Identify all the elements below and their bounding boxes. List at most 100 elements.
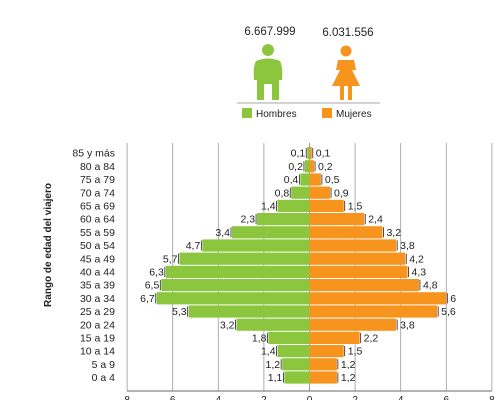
x-tick-label: 4	[216, 395, 222, 400]
value-label-mujeres: 1,5	[348, 201, 363, 213]
value-label-hombres: 2,3	[240, 214, 255, 226]
age-group-label: 75 a 79	[80, 174, 115, 186]
age-group-label: 15 a 19	[80, 333, 115, 345]
value-label-mujeres: 2,4	[368, 214, 383, 226]
bar-hombres	[307, 147, 310, 160]
value-label-hombres: 3,2	[220, 319, 235, 331]
value-label-hombres: 5,7	[163, 253, 178, 265]
bar-mujeres	[309, 252, 406, 265]
bar-hombres	[282, 358, 310, 371]
value-label-hombres: 6,5	[145, 280, 160, 292]
value-label-hombres: 0,1	[291, 148, 306, 160]
value-label-hombres: 1,4	[261, 201, 276, 213]
y-axis-label: Rango de edad del viajero	[43, 183, 54, 307]
value-label-hombres: 4,7	[186, 240, 201, 252]
bar-hombres	[257, 213, 310, 226]
bar-hombres	[236, 318, 310, 331]
x-tick-label: 8	[124, 395, 130, 400]
man-icon-body	[253, 58, 283, 100]
value-label-mujeres: 3,8	[400, 319, 415, 331]
value-label-hombres: 0,8	[275, 187, 290, 199]
bar-mujeres	[309, 331, 360, 344]
age-group-label: 40 a 44	[80, 267, 115, 279]
bar-hombres	[277, 199, 310, 212]
age-group-label: 45 a 49	[80, 253, 115, 265]
value-label-mujeres: 0,2	[318, 161, 333, 173]
value-label-mujeres: 3,8	[400, 240, 415, 252]
bar-hombres	[284, 371, 310, 384]
value-label-mujeres: 4,3	[412, 267, 427, 279]
bar-hombres	[277, 345, 310, 358]
x-tick-label: 4	[398, 395, 404, 400]
man-icon-head	[262, 44, 274, 56]
bar-mujeres	[309, 371, 337, 384]
bar-mujeres	[309, 160, 315, 173]
x-tick-label: 2	[261, 395, 267, 400]
value-label-mujeres: 5,6	[441, 306, 456, 318]
bar-mujeres	[309, 305, 438, 318]
value-label-mujeres: 1,2	[341, 372, 356, 384]
legend-swatch-hombres	[242, 108, 252, 118]
age-group-label: 85 y más	[72, 148, 115, 160]
bar-hombres	[156, 292, 310, 305]
bar-hombres	[291, 186, 310, 199]
bar-mujeres	[309, 279, 419, 292]
bar-hombres	[231, 226, 310, 239]
bar-mujeres	[309, 186, 331, 199]
value-label-mujeres: 1,2	[341, 359, 356, 371]
age-group-label: 35 a 39	[80, 280, 115, 292]
x-tick-label: 6	[444, 395, 450, 400]
value-label-hombres: 1,1	[268, 372, 283, 384]
bar-mujeres	[309, 199, 344, 212]
legend-swatch-mujeres	[322, 108, 332, 118]
bar-mujeres	[309, 213, 365, 226]
bar-mujeres	[309, 318, 397, 331]
bar-mujeres	[309, 345, 344, 358]
woman-icon-head	[340, 45, 352, 57]
value-label-hombres: 0,2	[288, 161, 303, 173]
bar-hombres	[202, 239, 310, 252]
bar-hombres	[304, 160, 310, 173]
value-label-mujeres: 3,2	[386, 227, 401, 239]
age-group-label: 30 a 34	[80, 293, 115, 305]
bar-hombres	[161, 279, 310, 292]
value-label-mujeres: 1,5	[348, 346, 363, 358]
value-label-hombres: 1,8	[252, 333, 267, 345]
age-group-label: 50 a 54	[80, 240, 115, 252]
value-label-hombres: 1,2	[266, 359, 281, 371]
age-group-label: 5 a 9	[92, 359, 116, 371]
bar-hombres	[268, 331, 310, 344]
bar-mujeres	[309, 265, 408, 278]
age-group-label: 60 a 64	[80, 214, 115, 226]
value-label-mujeres: 6	[450, 293, 456, 305]
value-label-mujeres: 2,2	[364, 333, 379, 345]
value-label-hombres: 6,3	[149, 267, 164, 279]
man-icon	[253, 44, 283, 100]
x-tick-label: 8	[489, 395, 495, 400]
age-group-label: 25 a 29	[80, 306, 115, 318]
value-label-hombres: 5,3	[172, 306, 187, 318]
age-group-label: 55 a 59	[80, 227, 115, 239]
age-group-label: 0 a 4	[92, 372, 116, 384]
total-hombres: 6.667.999	[244, 26, 295, 38]
woman-icon-body	[332, 60, 360, 100]
age-group-label: 80 a 84	[80, 161, 115, 173]
value-label-mujeres: 0,9	[334, 187, 349, 199]
woman-icon	[332, 45, 360, 100]
bar-mujeres	[309, 173, 321, 186]
value-label-mujeres: 0,5	[325, 174, 340, 186]
value-label-hombres: 1,4	[261, 346, 276, 358]
bar-mujeres	[309, 239, 397, 252]
value-label-hombres: 6,7	[140, 293, 155, 305]
age-group-label: 10 a 14	[80, 346, 115, 358]
total-mujeres: 6.031.556	[322, 27, 373, 39]
age-group-label: 65 a 69	[80, 201, 115, 213]
value-label-hombres: 3,4	[215, 227, 230, 239]
legend-label-mujeres: Mujeres	[336, 109, 372, 120]
value-label-mujeres: 4,2	[409, 253, 424, 265]
age-group-label: 70 a 74	[80, 187, 115, 199]
value-label-mujeres: 4,8	[423, 280, 438, 292]
bar-mujeres	[309, 226, 383, 239]
x-tick-label: 0	[307, 395, 313, 400]
